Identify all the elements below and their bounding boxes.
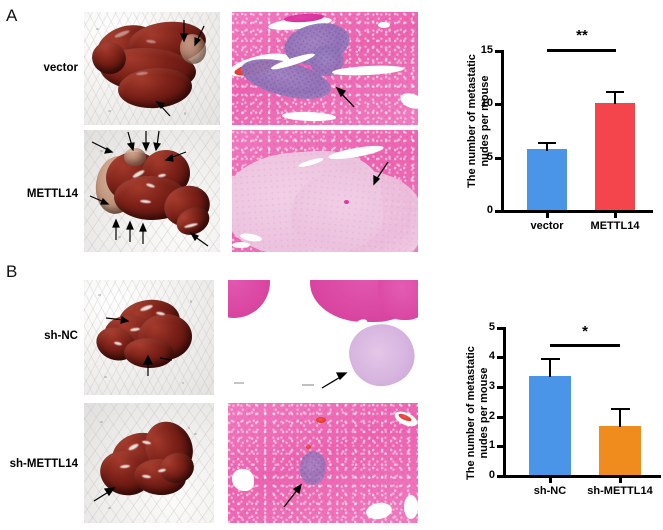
chart-a-ytick-label-0: 0 [486, 204, 493, 216]
panel-letter-b: B [6, 262, 18, 281]
chart-a-bar-mettl14[interactable] [595, 103, 635, 210]
chart-a-errorbar-vector-stem [546, 143, 549, 151]
chart-a-xaxis [501, 210, 653, 213]
row-label-shnc: sh-NC [44, 330, 78, 342]
chart-panel-b: The number of metastatic nudes per mouse… [455, 300, 661, 525]
chart-a-ytick-label-10: 10 [480, 97, 493, 109]
chart-b-significance-line [550, 344, 620, 347]
chart-a-xtick-label-mettl14: METTL14 [590, 220, 640, 232]
gross-liver-shnc [84, 280, 214, 395]
chart-b-errorbar-shnc-cap [541, 358, 560, 361]
chart-a-xtick-mettl14 [614, 212, 617, 218]
chart-b-errorbar-shmettl14-cap [611, 408, 630, 411]
row-label-vector: vector [43, 62, 78, 74]
he-histology-mettl14 [232, 130, 418, 252]
chart-a-ytick-label-5: 5 [486, 151, 493, 163]
arrow-marker-group [155, 20, 205, 117]
he-histology-shnc [228, 280, 418, 395]
chart-b-ytick-5 [497, 327, 504, 330]
chart-a-errorbar-vector-cap [538, 142, 556, 145]
panel-letter-a: A [6, 6, 18, 25]
chart-a-xtick-vector [546, 212, 549, 218]
chart-a-significance-star: ** [576, 27, 588, 44]
chart-a-xtick-label-vector: vector [530, 220, 564, 232]
chart-b-errorbar-shnc-stem [549, 359, 552, 377]
chart-a-errorbar-mettl14-stem [614, 92, 617, 104]
he-histology-vector [232, 12, 418, 125]
chart-b-xtick-label-shmettl14: sh-METTL14 [587, 485, 653, 497]
chart-a-ytick-0 [495, 210, 502, 213]
chart-a-yaxis [501, 50, 504, 212]
gross-liver-mettl14 [84, 130, 220, 252]
chart-b-ytick-0 [497, 475, 504, 478]
chart-a-ytick-10 [495, 103, 502, 106]
chart-b-ytick-label-4: 4 [488, 350, 495, 362]
chart-b-ytick-2 [497, 416, 504, 419]
chart-b-yaxis [503, 327, 506, 477]
arrow-marker-group [89, 130, 209, 247]
chart-a-significance-line [547, 49, 616, 52]
chart-b-ytick-label-0: 0 [488, 469, 495, 481]
chart-b-xtick-label-shnc: sh-NC [533, 485, 567, 497]
chart-b-ytick-label-3: 3 [488, 380, 495, 392]
chart-b-xtick-shnc [549, 477, 552, 483]
chart-b-ytick-4 [497, 356, 504, 359]
arrow-marker-group [283, 483, 303, 508]
chart-b-errorbar-shmettl14-stem [619, 409, 622, 427]
arrow-marker-group [335, 86, 355, 108]
gross-liver-vector [84, 12, 220, 125]
chart-b-significance-star: * [582, 323, 588, 340]
chart-b-ytick-label-5: 5 [488, 321, 495, 333]
chart-panel-a: The number of metastatic nudes per mouse… [455, 12, 655, 252]
chart-b-bar-shmettl14[interactable] [599, 426, 641, 475]
row-label-mettl14: METTL14 [26, 188, 78, 200]
chart-a-ytick-label-15: 15 [480, 44, 493, 56]
arrow-marker-group [373, 161, 389, 186]
chart-a-bar-vector[interactable] [527, 149, 567, 210]
chart-b-ytick-label-2: 2 [488, 410, 495, 422]
gross-liver-shmettl14 [84, 403, 214, 523]
he-histology-shmettl14 [228, 403, 418, 523]
chart-a-ylabel: The number of metastatic nudes per mouse [466, 54, 491, 188]
arrow-marker-group [105, 315, 173, 376]
arrow-marker-group [321, 372, 348, 389]
chart-a-errorbar-mettl14-cap [606, 91, 624, 94]
chart-b-ytick-1 [497, 445, 504, 448]
chart-b-xtick-shmettl14 [619, 477, 622, 483]
arrow-marker-group [93, 487, 116, 502]
chart-a-ytick-15 [495, 50, 502, 53]
chart-b-xaxis [503, 475, 661, 478]
row-label-shmettl14: sh-METTL14 [9, 458, 78, 470]
chart-b-ytick-3 [497, 386, 504, 389]
chart-b-ytick-label-1: 1 [488, 439, 495, 451]
chart-a-ytick-5 [495, 157, 502, 160]
chart-b-bar-shnc[interactable] [529, 376, 571, 475]
